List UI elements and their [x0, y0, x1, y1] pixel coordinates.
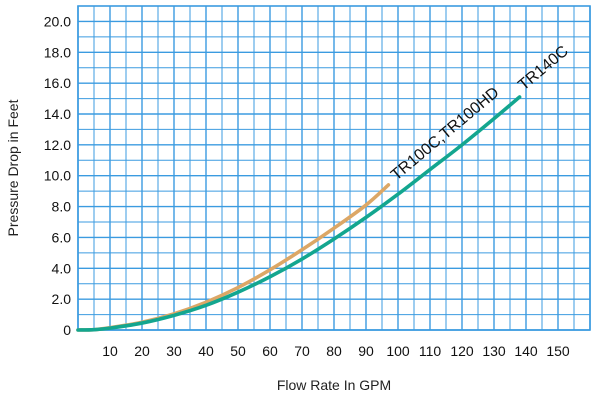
plot-border	[77, 5, 591, 331]
y-tick-label: 8.0	[52, 199, 72, 215]
x-tick-label: 20	[134, 343, 150, 359]
x-tick-label: 150	[546, 343, 570, 359]
series-line	[76, 95, 522, 332]
x-tick-label: 40	[198, 343, 214, 359]
series-lines	[76, 95, 522, 332]
y-tick-label: 2.0	[52, 291, 72, 307]
y-tick-label: 18.0	[44, 44, 71, 60]
x-tick-label: 50	[230, 343, 246, 359]
y-axis-label: Pressure Drop in Feet	[5, 99, 21, 236]
x-tick-label: 10	[102, 343, 118, 359]
x-tick-label: 60	[262, 343, 278, 359]
x-tick-label: 110	[419, 343, 442, 359]
y-tick-label: 0	[63, 322, 71, 338]
x-tick-label: 140	[514, 343, 538, 359]
x-tick-label: 100	[386, 343, 410, 359]
tick-labels: 10 20 30 40 50 60 70 80 90 100 110 120 130 140 150 0 2.0…	[44, 13, 570, 359]
grid	[77, 5, 591, 331]
y-tick-label: 14.0	[44, 106, 71, 122]
x-tick-label: 120	[450, 343, 474, 359]
y-tick-label: 4.0	[52, 260, 72, 276]
y-tick-label: 16.0	[44, 75, 71, 91]
y-tick-label: 12.0	[44, 137, 71, 153]
y-tick-label: 10.0	[44, 168, 71, 184]
y-tick-label: 20.0	[44, 13, 71, 29]
x-axis-label: Flow Rate In GPM	[277, 377, 391, 393]
x-tick-label: 130	[482, 343, 506, 359]
y-tick-label: 6.0	[52, 229, 72, 245]
x-tick-label: 30	[166, 343, 182, 359]
x-tick-label: 70	[294, 343, 310, 359]
x-tick-label: 80	[326, 343, 342, 359]
x-tick-label: 90	[358, 343, 374, 359]
